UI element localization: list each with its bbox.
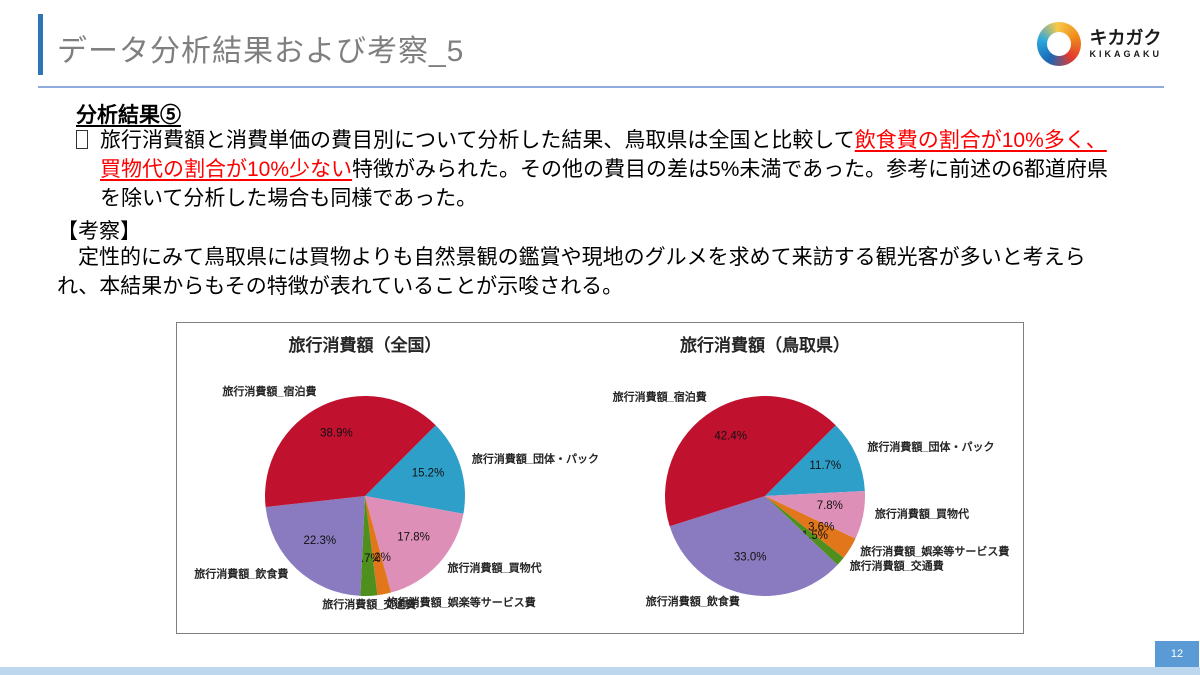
pie-percent-label: 17.8% <box>397 532 430 544</box>
pie-percent-label: 15.2% <box>412 467 445 479</box>
pie-slice-label: 旅行消費額_飲食費 <box>646 594 740 608</box>
pie-slice <box>765 496 844 565</box>
pie-slice-label: 旅行消費額_団体・パック <box>472 452 599 466</box>
kikagaku-logo: キカガク KIKAGAKU <box>1036 22 1163 66</box>
pie-slice-label: 旅行消費額_飲食費 <box>194 567 288 581</box>
pie-percent-label: 22.3% <box>303 535 336 547</box>
discussion-label: 【考察】 <box>57 220 141 243</box>
pie-slice <box>265 396 436 507</box>
pie-slice <box>765 425 865 496</box>
chart-title-national: 旅行消費額（全国） <box>288 336 442 355</box>
pie-slice <box>360 496 378 597</box>
chart-title-tottori: 旅行消費額（鳥取県） <box>680 336 850 355</box>
pie-national-svg: 15.2%旅行消費額_団体・パック17.8%旅行消費額_買物代2.2%旅行消費額… <box>194 384 599 611</box>
pie-tottori-svg: 11.7% 旅行消費額_団体・パック 7.8% 旅行消費額_買物代 3.6% 旅行消費額_… <box>613 389 1010 608</box>
pie-slice <box>365 425 465 514</box>
pie-percent-label: 3.6% <box>808 522 834 534</box>
pie-slice <box>365 496 464 593</box>
pie-slice <box>265 496 365 596</box>
pie-slice-label: 旅行消費額_買物代 <box>448 561 542 575</box>
analysis-text-before: 旅行消費額と消費単価の費目別について分析した結果、鳥取県は全国と比較して <box>100 129 855 152</box>
pie-percent-label: 7.8% <box>817 500 843 512</box>
analysis-text-after: 特徴がみられた。その他の費目の差は5%未満であった。参考に前述の6都道府県を除い… <box>100 158 1108 210</box>
kikagaku-swirl-icon <box>1036 22 1081 66</box>
pie-slice <box>765 496 856 558</box>
analysis-paragraph: 旅行消費額と消費単価の費目別について分析した結果、鳥取県は全国と比較して飲食費の… <box>100 126 1110 213</box>
discussion-paragraph: 定性的にみて鳥取県には買物よりも自然景観の鑑賞や現地のグルメを求めて来訪する観光… <box>57 246 1086 298</box>
logo-brand-sub: KIKAGAKU <box>1089 49 1162 60</box>
header-divider <box>38 86 1164 88</box>
pie-chart-national: 旅行消費額（全国） 15.2% 旅行消費額_団体・パック 17.8% 旅行消費額_買物… <box>177 323 600 633</box>
pie-percent-label: 11.7% <box>809 460 841 472</box>
pie-slice-label: 旅行消費額_交通費 <box>322 597 416 611</box>
pie-percent-label: 42.4% <box>714 431 747 443</box>
pie-slice-label: 旅行消費額_娯楽等サービス費 <box>387 595 536 609</box>
figure-box: 旅行消費額（全国） 15.2% 旅行消費額_団体・パック 17.8% 旅行消費額_買物… <box>176 322 1024 634</box>
pie-slice <box>664 396 836 527</box>
pie-slice-label: 旅行消費額_娯楽等サービス費 <box>860 544 1009 558</box>
analysis-highlight: 飲食費の割合が10%多く、買物代の割合が10%少ない <box>100 129 1107 181</box>
pie-slice-label: 旅行消費額_宿泊費 <box>222 384 316 398</box>
pie-percent-label: 38.9% <box>320 428 353 440</box>
pie-slice <box>669 496 838 597</box>
pie-slice-label: 旅行消費額_団体・パック <box>867 440 994 454</box>
slide-title: データ分析結果および考察_5 <box>57 35 465 68</box>
pie-slice-label: 旅行消費額_交通費 <box>850 558 944 572</box>
title-accent-bar <box>38 14 43 75</box>
footer-strip <box>0 667 1200 675</box>
logo-brand: キカガク <box>1089 28 1162 49</box>
page-number: 12 <box>1155 641 1199 667</box>
checkbox-glyph <box>76 130 88 149</box>
analysis-heading: 分析結果⑤ <box>76 104 181 127</box>
pie-percent-label: 33.0% <box>734 551 767 563</box>
pie-slice <box>365 496 392 596</box>
pie-slice-label: 旅行消費額_買物代 <box>875 507 969 521</box>
pie-slice-label: 旅行消費額_宿泊費 <box>613 389 707 403</box>
pie-slice <box>765 490 865 539</box>
pie-chart-tottori: 旅行消費額（鳥取県） 11.7% 旅行消費額_団体・パック 7.8% 旅行消費額_買物… <box>600 323 1023 633</box>
logo-text: キカガク KIKAGAKU <box>1090 28 1163 59</box>
analysis-bullet-row: 旅行消費額と消費単価の費目別について分析した結果、鳥取県は全国と比較して飲食費の… <box>76 126 1110 213</box>
